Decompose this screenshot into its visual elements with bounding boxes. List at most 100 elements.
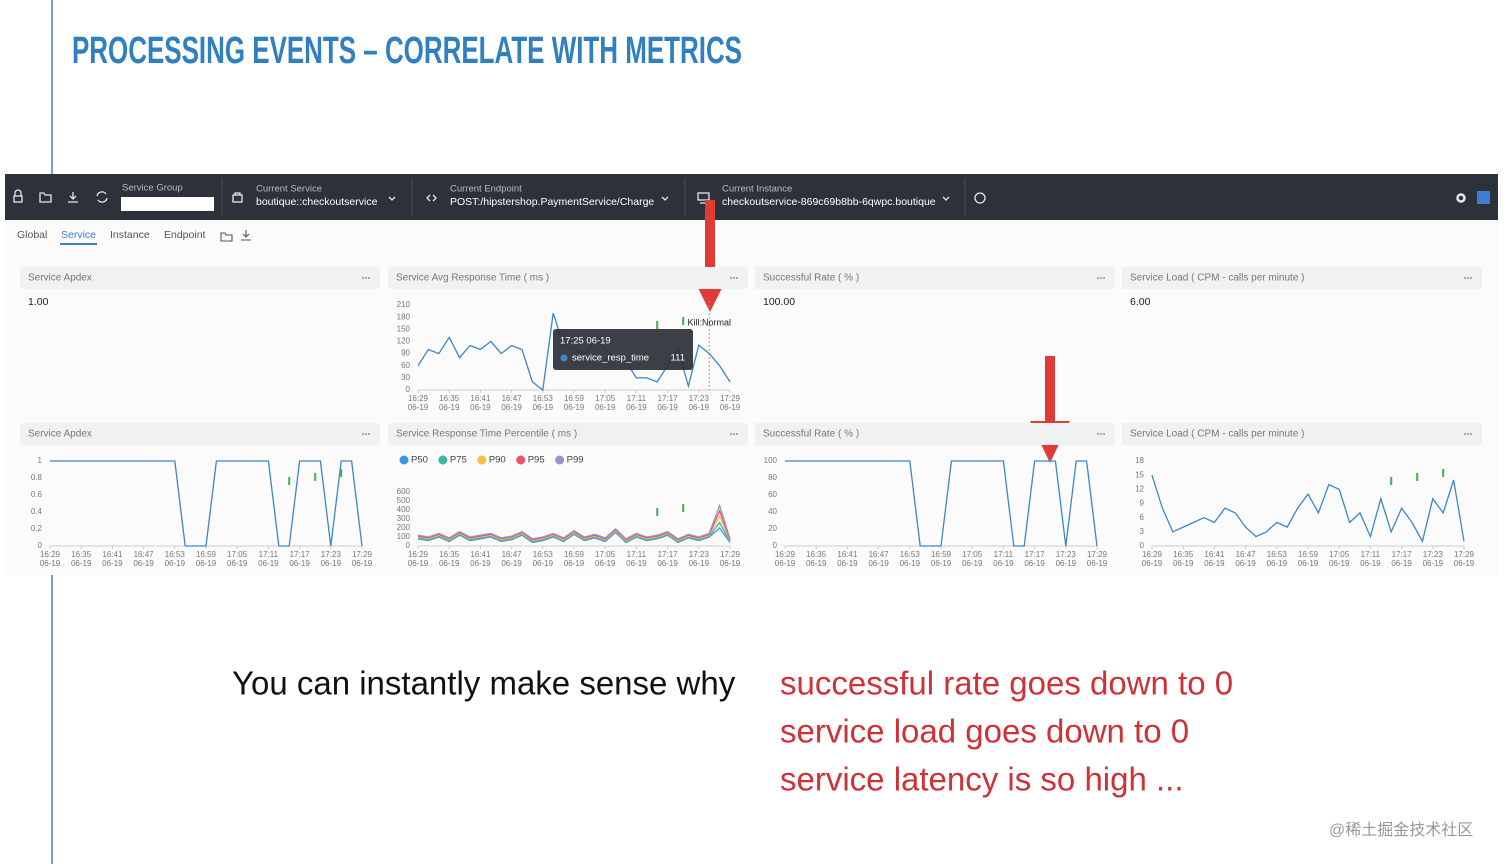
- x-tick-label: 17:17: [658, 394, 679, 403]
- x-tick-label: 17:17: [1392, 550, 1413, 559]
- y-tick-label: 90: [401, 349, 410, 358]
- legend-swatch: [438, 455, 448, 465]
- tab-icons: [220, 230, 251, 242]
- x-tick-date: 06-19: [1423, 559, 1444, 568]
- panel-title: Successful Rate ( % ): [763, 273, 859, 284]
- x-tick-date: 06-19: [657, 559, 678, 568]
- x-tick-date: 06-19: [470, 403, 491, 412]
- panel-header: [1122, 423, 1482, 445]
- toolbar-value[interactable]: checkoutservice-869c69b8bb-6qwpc.boutiqu…: [722, 196, 936, 208]
- panel-menu: [1470, 277, 1472, 279]
- service-group-input[interactable]: [121, 197, 214, 211]
- x-tick-date: 06-19: [1391, 559, 1412, 568]
- panel-menu: [368, 277, 370, 279]
- tooltip-swatch: [560, 354, 568, 362]
- x-tick-date: 06-19: [626, 403, 647, 412]
- x-tick-date: 06-19: [1204, 559, 1225, 568]
- x-tick-label: 16:29: [408, 394, 429, 403]
- legend-label: P50: [411, 455, 428, 466]
- y-tick-label: 100: [764, 456, 778, 465]
- series-line: [50, 460, 363, 547]
- x-tick-date: 06-19: [102, 559, 123, 568]
- tooltip-box: [553, 329, 693, 370]
- panel-menu: [730, 277, 732, 279]
- x-tick-date: 06-19: [1454, 559, 1475, 568]
- toolbar-value[interactable]: POST:/hipstershop.PaymentService/Charge: [450, 196, 654, 208]
- x-tick-label: 16:53: [533, 394, 554, 403]
- tooltip-time: 17:25 06-19: [560, 336, 611, 347]
- x-tick-date: 06-19: [720, 403, 741, 412]
- tab[interactable]: Global: [17, 229, 47, 241]
- panel-header: [755, 423, 1115, 445]
- legend-swatch: [516, 455, 526, 465]
- x-tick-date: 06-19: [533, 559, 554, 568]
- x-tick-date: 06-19: [501, 559, 522, 568]
- x-tick-label: 17:29: [720, 394, 741, 403]
- y-tick-label: 180: [397, 312, 411, 321]
- legend-swatch: [555, 455, 565, 465]
- panel-title: Service Load ( CPM - calls per minute ): [1130, 429, 1305, 440]
- y-tick-label: 210: [397, 300, 411, 309]
- legend-label: P90: [489, 455, 506, 466]
- x-tick-label: 16:59: [931, 550, 952, 559]
- tab[interactable]: Instance: [110, 229, 150, 241]
- panel-menu: [1097, 433, 1099, 435]
- panel-menu: [730, 433, 732, 435]
- tab[interactable]: Service: [61, 229, 96, 241]
- x-tick-label: 16:35: [439, 550, 460, 559]
- x-tick-label: 17:29: [352, 550, 373, 559]
- x-tick-label: 17:11: [627, 394, 647, 403]
- panel-menu: [1464, 433, 1466, 435]
- y-tick-label: 15: [1135, 470, 1144, 479]
- legend-label: P95: [528, 455, 545, 466]
- x-tick-label: 16:53: [165, 550, 186, 559]
- y-tick-label: 1: [38, 456, 43, 465]
- panel-menu: [362, 433, 364, 435]
- x-tick-label: 17:23: [1423, 550, 1444, 559]
- toolbar-value[interactable]: boutique::checkoutservice: [256, 196, 378, 208]
- toolbar-toggle[interactable]: [1477, 191, 1490, 204]
- legend-label: P75: [450, 455, 467, 466]
- x-tick-label: 17:23: [689, 394, 710, 403]
- x-tick-date: 06-19: [1056, 559, 1077, 568]
- panel-header: [388, 267, 748, 289]
- x-tick-date: 06-19: [689, 403, 710, 412]
- x-tick-date: 06-19: [900, 559, 921, 568]
- caption-point: service latency is so high ...: [780, 761, 1184, 798]
- x-tick-label: 16:29: [1142, 550, 1163, 559]
- y-tick-label: 6: [1140, 513, 1145, 522]
- legend-swatch: [399, 455, 409, 465]
- caption-point: successful rate goes down to 0: [780, 665, 1233, 702]
- panel-menu: [1103, 277, 1105, 279]
- x-tick-label: 17:23: [689, 550, 710, 559]
- panel-menu: [1100, 433, 1102, 435]
- x-tick-date: 06-19: [626, 559, 647, 568]
- y-tick-label: 600: [397, 487, 411, 496]
- series-line: [417, 509, 731, 541]
- legend-swatch: [477, 455, 487, 465]
- x-tick-label: 16:59: [196, 550, 217, 559]
- x-tick-date: 06-19: [1267, 559, 1288, 568]
- x-tick-label: 17:17: [658, 550, 679, 559]
- panel-title: Successful Rate ( % ): [763, 429, 859, 440]
- y-tick-label: 40: [768, 507, 777, 516]
- y-tick-label: 80: [768, 473, 777, 482]
- x-tick-label: 16:47: [1236, 550, 1257, 559]
- x-tick-date: 06-19: [564, 403, 585, 412]
- x-tick-label: 16:29: [408, 550, 429, 559]
- x-tick-label: 16:53: [1267, 550, 1288, 559]
- x-tick-date: 06-19: [470, 559, 491, 568]
- panel-menu: [365, 433, 367, 435]
- panel-title: Service Avg Response Time ( ms ): [396, 273, 549, 284]
- y-tick-label: 60: [401, 361, 410, 370]
- watermark: @稀土掘金技术社区: [1329, 821, 1473, 839]
- x-tick-date: 06-19: [439, 559, 460, 568]
- tab[interactable]: Endpoint: [164, 229, 206, 241]
- y-tick-label: 0.6: [31, 490, 43, 499]
- x-tick-label: 16:47: [134, 550, 155, 559]
- y-tick-label: 20: [768, 524, 777, 533]
- x-tick-date: 06-19: [806, 559, 827, 568]
- series-line: [417, 527, 731, 544]
- event-label: Kill:Normal: [687, 317, 731, 327]
- x-tick-date: 06-19: [657, 403, 678, 412]
